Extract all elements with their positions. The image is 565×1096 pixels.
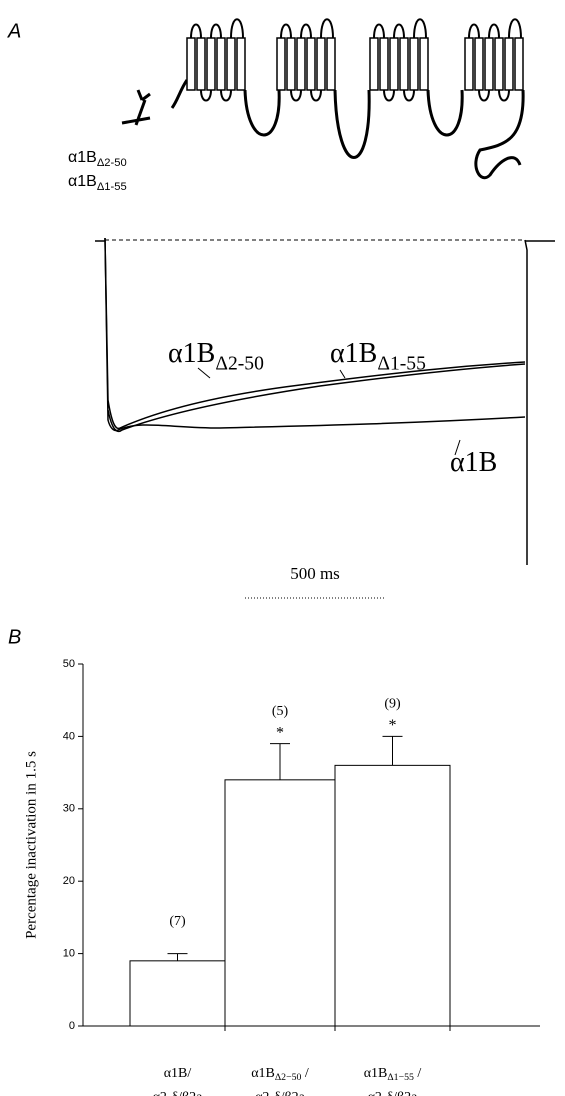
loop	[190, 18, 244, 102]
x-tick-label: α2-δ/β2a	[368, 1090, 419, 1096]
n-label: (7)	[169, 914, 186, 929]
label-part: α1B	[68, 173, 97, 190]
transmembrane-segment	[399, 37, 409, 91]
significance: *	[389, 717, 397, 734]
panel-label: A	[7, 20, 21, 42]
transmembrane-segment	[474, 37, 484, 91]
y-tick-label: 20	[63, 875, 75, 887]
linker	[333, 89, 371, 159]
label-part: α1B	[68, 149, 97, 166]
transmembrane-segment	[409, 37, 419, 91]
transmembrane-segment	[186, 37, 196, 91]
subscript: Δ2-50	[215, 353, 264, 374]
transmembrane-segment	[369, 37, 379, 91]
transmembrane-segment	[484, 37, 494, 91]
loop	[468, 18, 522, 102]
linker	[426, 89, 464, 137]
subscript: Δ2−50	[275, 1072, 302, 1083]
x-tick-label: α2-δ/β2a	[153, 1090, 204, 1096]
label: α1BΔ2−50 /	[251, 1066, 309, 1083]
transmembrane-segment	[276, 37, 286, 91]
label: α1B	[450, 447, 497, 478]
linker	[243, 89, 281, 137]
label-part: α1B	[330, 338, 377, 369]
y-tick-label: 50	[63, 658, 75, 670]
subscript: Δ1-55	[377, 353, 426, 374]
transmembrane-segment	[316, 37, 326, 91]
transmembrane-segment	[216, 37, 226, 91]
transmembrane-segment	[196, 37, 206, 91]
bar	[224, 779, 336, 1027]
label-part: α1B	[168, 338, 215, 369]
scissors	[121, 89, 151, 126]
transmembrane-segment	[379, 37, 389, 91]
c-terminus	[474, 89, 525, 179]
label-part: α1B/	[164, 1066, 192, 1081]
transmembrane-segment	[296, 37, 306, 91]
transmembrane-segment	[306, 37, 316, 91]
transmembrane-segment	[514, 37, 524, 91]
y-tick-label: 40	[63, 730, 75, 742]
transmembrane-segment	[206, 37, 216, 91]
x-tick-label: α2-δ/β2a	[255, 1090, 306, 1096]
error-bar	[382, 735, 403, 766]
label: α1BΔ2-50	[68, 149, 127, 169]
trace-d1-55	[107, 363, 526, 433]
loop	[373, 18, 427, 102]
transmembrane-segment	[389, 37, 399, 91]
y-tick-label: 30	[63, 803, 75, 815]
label: α1BΔ1-55	[68, 173, 127, 193]
n-label: (5)	[272, 704, 289, 719]
label-pointers	[197, 367, 461, 456]
n-terminus	[170, 79, 189, 109]
transmembrane-segment	[326, 37, 336, 91]
bar	[334, 764, 451, 1027]
bar	[129, 960, 226, 1027]
transmembrane-segment	[504, 37, 514, 91]
transmembrane-segment	[464, 37, 474, 91]
scale-label: 500 ms	[290, 564, 340, 583]
trace-a1b	[104, 237, 526, 432]
y-axis-label: Percentage inactivation in 1.5 s	[23, 751, 39, 939]
label-part: /	[301, 1066, 309, 1081]
label: α1BΔ1−55 /	[364, 1066, 422, 1083]
y-tick-label: 10	[63, 948, 75, 960]
significance: *	[276, 724, 284, 741]
label: α1BΔ2-50	[168, 338, 264, 373]
subscript: Δ1−55	[387, 1072, 414, 1083]
label-part: α1B	[251, 1066, 275, 1081]
tail-current	[524, 239, 528, 565]
n-label: (9)	[384, 697, 401, 712]
transmembrane-segment	[419, 37, 429, 91]
loop	[280, 18, 334, 102]
channel-diagram	[121, 18, 525, 179]
y-tick-label: 0	[69, 1020, 75, 1032]
label: α1B/	[164, 1066, 192, 1081]
transmembrane-segment	[286, 37, 296, 91]
panel-label: B	[8, 626, 21, 648]
transmembrane-segment	[494, 37, 504, 91]
trace-d2-50	[104, 237, 526, 430]
label-part: α1B	[364, 1066, 388, 1081]
label-part: /	[414, 1066, 422, 1081]
transmembrane-segment	[226, 37, 236, 91]
label: α1BΔ1-55	[330, 338, 426, 373]
error-bar	[167, 953, 188, 961]
current-traces	[95, 237, 555, 599]
error-bar	[270, 743, 290, 780]
subscript: Δ1-55	[97, 181, 127, 193]
label-part: α1B	[450, 447, 497, 478]
transmembrane-segment	[236, 37, 246, 91]
subscript: Δ2-50	[97, 157, 127, 169]
